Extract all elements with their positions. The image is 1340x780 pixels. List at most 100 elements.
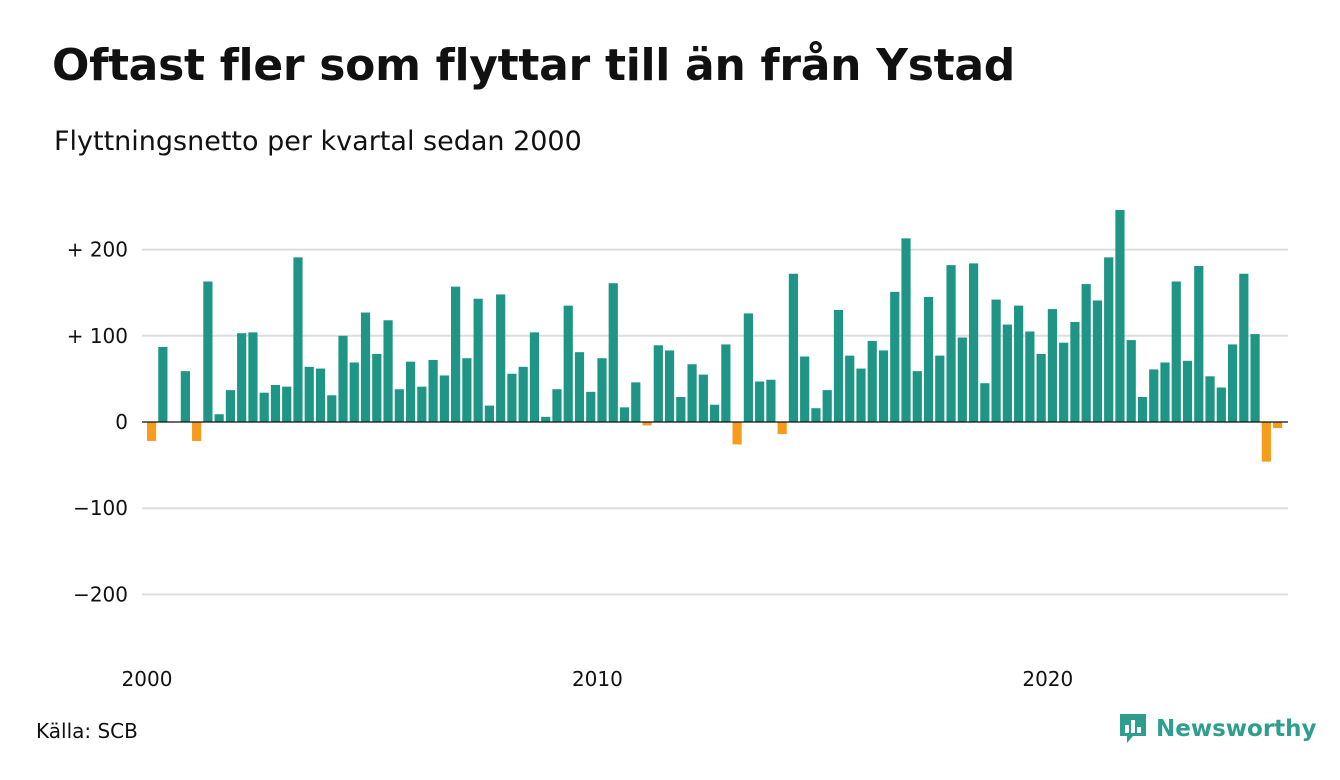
- bar: [1047, 309, 1057, 422]
- bar: [248, 332, 258, 422]
- bar: [259, 392, 269, 422]
- bar: [642, 422, 652, 426]
- newsworthy-logo-icon: [1120, 714, 1146, 743]
- bar: [845, 355, 855, 422]
- bar: [360, 312, 371, 422]
- bar: [833, 309, 844, 422]
- bar: [462, 358, 472, 422]
- chart-title: Oftast fler som flyttar till än från Yst…: [52, 40, 1015, 91]
- y-tick-label: + 100: [67, 324, 128, 348]
- bar: [439, 375, 449, 422]
- bar: [1070, 322, 1080, 422]
- bar: [766, 379, 776, 422]
- bar: [912, 371, 922, 422]
- bar: [1205, 376, 1215, 422]
- bar: [417, 386, 427, 422]
- x-tick-label: 2020: [1022, 667, 1073, 691]
- bars: [147, 209, 1283, 462]
- bar: [518, 366, 528, 422]
- bar: [800, 356, 810, 422]
- bar: [405, 361, 416, 422]
- bar: [1092, 300, 1103, 422]
- bar: [192, 422, 202, 441]
- bar: [225, 390, 236, 422]
- bar: [214, 414, 224, 422]
- bar: [304, 366, 314, 422]
- bar: [901, 238, 911, 422]
- chart-subtitle: Flyttningsnetto per kvartal sedan 2000: [54, 126, 582, 157]
- bar: [1239, 273, 1249, 422]
- bar: [1261, 422, 1271, 462]
- bar: [608, 283, 618, 422]
- bar: [1081, 284, 1091, 422]
- bar: [687, 364, 697, 422]
- bar: [957, 337, 967, 422]
- bar: [856, 368, 866, 422]
- bar: [1137, 397, 1148, 422]
- bar: [653, 345, 663, 422]
- bar: [1171, 281, 1181, 422]
- bar: [484, 405, 494, 422]
- brand-name: Newsworthy: [1156, 716, 1317, 742]
- bar: [1126, 340, 1136, 422]
- bar: [473, 298, 483, 422]
- bar: [1014, 305, 1024, 422]
- y-tick-label: 0: [115, 410, 128, 434]
- bar: [293, 257, 303, 422]
- bar: [1025, 331, 1035, 422]
- x-tick-label: 2000: [122, 667, 173, 691]
- bar: [451, 286, 461, 422]
- bar: [890, 291, 900, 422]
- bar: [732, 422, 742, 445]
- bar: [777, 422, 787, 435]
- bar: [496, 294, 506, 422]
- bar: [383, 320, 393, 422]
- bar: [349, 362, 359, 422]
- bar: [676, 397, 686, 422]
- bar: [1250, 334, 1260, 422]
- bar: [878, 350, 889, 422]
- bar: [552, 389, 562, 422]
- source-note: Källa: SCB: [36, 719, 138, 743]
- bar: [698, 374, 708, 422]
- bar: [1216, 387, 1226, 422]
- bar: [541, 416, 551, 422]
- bar: [270, 384, 281, 422]
- bar: [811, 408, 821, 422]
- bar: [710, 404, 720, 422]
- bar: [1036, 353, 1046, 422]
- bar: [372, 353, 382, 422]
- bar: [1115, 209, 1125, 422]
- bar: [664, 350, 675, 422]
- bar: [1194, 265, 1204, 422]
- bar: [1182, 360, 1193, 422]
- bar: [721, 344, 731, 422]
- bar: [563, 305, 573, 422]
- y-tick-label: + 200: [67, 238, 128, 262]
- bar: [327, 395, 337, 422]
- bar: [743, 313, 753, 422]
- bar: [147, 422, 157, 441]
- bar: [1104, 257, 1114, 422]
- bar: [282, 386, 292, 422]
- bar: [788, 273, 799, 422]
- bar: [507, 373, 517, 422]
- bar: [923, 297, 934, 422]
- bar: [755, 381, 765, 422]
- bar: [1149, 369, 1159, 422]
- x-tick-label: 2010: [572, 667, 623, 691]
- y-tick-label: −200: [73, 582, 128, 606]
- bar: [619, 407, 630, 422]
- bar: [586, 391, 596, 422]
- bar: [631, 382, 641, 422]
- bar: [1227, 344, 1238, 422]
- bar: [574, 352, 585, 422]
- bar: [991, 299, 1001, 422]
- bar: [980, 383, 990, 422]
- axes: + 200 + 100 0 −100 −200 2000 2010 2020: [67, 238, 1288, 691]
- bar: [158, 347, 168, 422]
- bar: [338, 335, 348, 422]
- bar: [1002, 324, 1012, 422]
- bar: [315, 368, 326, 422]
- bar-chart: + 200 + 100 0 −100 −200 2000 2010 2020: [67, 209, 1288, 691]
